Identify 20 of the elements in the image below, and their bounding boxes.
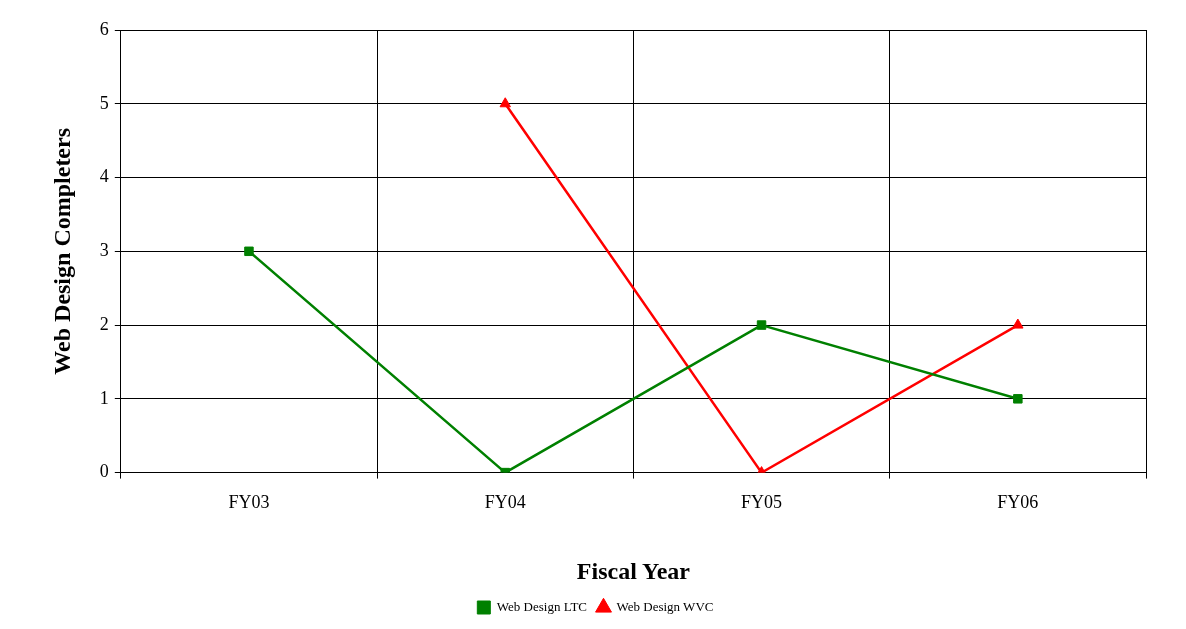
y-tick-label: 1: [99, 387, 109, 408]
x-tick-label: FY06: [997, 492, 1039, 513]
legend-label: Web Design WVC: [616, 598, 714, 614]
point: [499, 97, 511, 108]
point: [1013, 394, 1023, 404]
point: [244, 246, 254, 257]
point: [1012, 318, 1024, 329]
y-tick-label: 2: [99, 313, 109, 334]
x-tick-label: FY03: [228, 492, 270, 513]
point: [756, 320, 767, 330]
y-axis-title: Web Design Completers: [48, 127, 75, 375]
y-tick-label: 4: [99, 166, 109, 187]
x-tick-label: FY04: [484, 492, 526, 513]
y-tick-label: 6: [99, 18, 109, 39]
y-tick-label: 3: [99, 240, 109, 261]
x-tick-label: FY05: [741, 492, 783, 513]
y-tick-label: 0: [99, 461, 109, 482]
legend-label: Web Design LTC: [496, 598, 588, 614]
x-axis-title: Fiscal Year: [576, 557, 691, 584]
y-tick-label: 5: [99, 92, 109, 113]
